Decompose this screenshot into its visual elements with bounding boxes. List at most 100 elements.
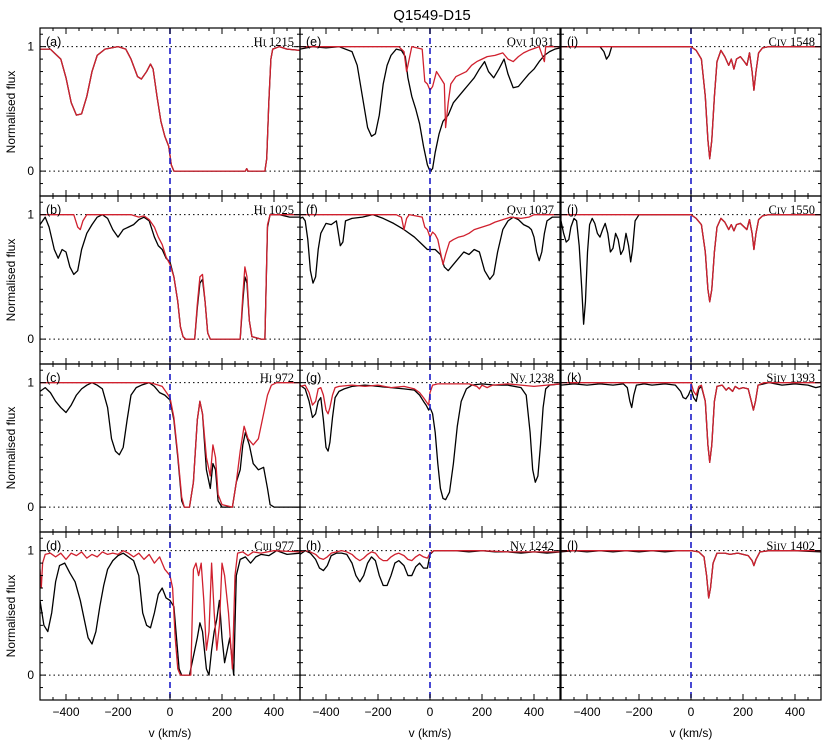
ion-element: N — [510, 371, 519, 385]
y-axis-label: Normalised flux — [4, 71, 18, 154]
x-tick-label: 400 — [264, 705, 284, 719]
model-spectrum — [561, 382, 821, 463]
model-spectrum — [40, 550, 300, 676]
ion-stage: VI — [516, 39, 526, 49]
ion-label: CIV 1548 — [769, 35, 816, 49]
model-spectrum — [561, 550, 821, 599]
ion-wavelength: 1031 — [526, 35, 554, 49]
ion-element: H — [254, 35, 263, 49]
ion-wavelength: 1393 — [787, 371, 815, 385]
x-tick-label: 400 — [524, 705, 544, 719]
ion-label: CIII 977 — [254, 539, 294, 553]
panel-label: (b) — [46, 203, 61, 217]
ion-label: NV 1238 — [510, 371, 554, 385]
ion-element: C — [769, 203, 777, 217]
ion-label: SiIV 1393 — [766, 371, 815, 385]
x-axis-label: v (km/s) — [670, 726, 713, 740]
ion-element: Si — [766, 371, 777, 385]
ion-stage: VI — [516, 207, 526, 217]
x-tick-label: −400 — [312, 705, 339, 719]
x-tick-label: 200 — [472, 705, 492, 719]
ion-label: SiIV 1402 — [766, 539, 815, 553]
panel-label: (k) — [567, 371, 582, 385]
panel: (k) SiIV 1393 — [560, 363, 822, 533]
ion-label: CIV 1550 — [769, 203, 816, 217]
ion-wavelength: 1238 — [526, 371, 554, 385]
x-axis-titles: v (km/s) v (km/s) v (km/s) — [149, 726, 713, 740]
model-spectrum — [561, 46, 821, 160]
panel: 0 1 (a) HI 1215 — [27, 27, 301, 197]
panel: (j) CIV 1550 — [560, 195, 822, 365]
ion-element: H — [254, 203, 263, 217]
model-spectrum — [561, 214, 821, 303]
ion-wavelength: 972 — [272, 371, 294, 385]
x-tick-label: −200 — [364, 705, 391, 719]
ion-stage: I — [263, 207, 266, 217]
ion-wavelength: 1025 — [266, 203, 294, 217]
model-spectrum — [300, 214, 560, 266]
ion-wavelength: 1242 — [526, 539, 554, 553]
y-tick-label: 1 — [27, 208, 34, 222]
observed-spectrum — [300, 383, 560, 501]
y-axis-label: Normalised flux — [4, 407, 18, 490]
x-tick-label: 200 — [733, 705, 753, 719]
ion-stage: V — [519, 543, 526, 553]
ion-label: NV 1242 — [510, 539, 554, 553]
ion-stage: I — [263, 39, 266, 49]
x-axis-label: v (km/s) — [149, 726, 192, 740]
panel-label: (a) — [46, 35, 61, 49]
ion-wavelength: 1550 — [787, 203, 815, 217]
y-axis-titles: Normalised flux Normalised flux Normalised… — [4, 71, 18, 658]
panel: 0 1 −400 −200 0 200 400 (d) CIII 977 — [27, 531, 301, 719]
panel-label: (f) — [306, 203, 318, 217]
panel: −400 −200 0 200 400 (h) NV 1242 — [299, 531, 561, 719]
x-tick-label: 0 — [427, 705, 434, 719]
observed-spectrum — [40, 550, 300, 676]
panel: (g) NV 1238 — [299, 363, 561, 533]
figure-title: Q1549-D15 — [393, 7, 471, 24]
y-axis-label: Normalised flux — [4, 575, 18, 658]
y-tick-label: 1 — [27, 544, 34, 558]
ion-label: OVI 1031 — [507, 35, 554, 49]
ion-label: HI 1025 — [254, 203, 294, 217]
x-tick-label: −400 — [573, 705, 600, 719]
ion-label: HI 972 — [260, 371, 294, 385]
panel-label: (c) — [46, 371, 61, 385]
ion-wavelength: 1215 — [266, 35, 294, 49]
ion-stage: IV — [777, 543, 787, 553]
model-spectrum — [300, 46, 560, 129]
model-spectrum — [40, 214, 300, 340]
panel: −400 −200 0 200 400 (l) SiIV 1402 — [560, 531, 822, 719]
y-tick-label: 1 — [27, 40, 34, 54]
ion-wavelength: 1037 — [526, 203, 554, 217]
ion-label: HI 1215 — [254, 35, 294, 49]
y-tick-label: 1 — [27, 376, 34, 390]
ion-wavelength: 977 — [272, 539, 294, 553]
panel-label: (j) — [567, 203, 578, 217]
panel-label: (h) — [306, 539, 321, 553]
x-tick-label: 0 — [688, 705, 695, 719]
panel-label: (e) — [306, 35, 321, 49]
x-tick-label: 200 — [212, 705, 232, 719]
panel: (i) CIV 1548 — [560, 27, 822, 197]
panel-label: (l) — [567, 539, 578, 553]
x-tick-label: −200 — [104, 705, 131, 719]
x-tick-label: −200 — [625, 705, 652, 719]
y-tick-label: 0 — [27, 164, 34, 178]
ion-element: O — [507, 35, 516, 49]
model-spectrum — [40, 46, 300, 172]
ion-stage: V — [519, 375, 526, 385]
x-tick-label: 0 — [167, 705, 174, 719]
ion-element: C — [254, 539, 262, 553]
panel-label: (i) — [567, 35, 578, 49]
ion-element: C — [769, 35, 777, 49]
ion-label: OVI 1037 — [507, 203, 554, 217]
ion-stage: III — [263, 543, 273, 553]
ion-stage: IV — [777, 39, 787, 49]
ion-wavelength: 1548 — [787, 35, 815, 49]
panel: (f) OVI 1037 — [299, 195, 561, 365]
y-axis-label: Normalised flux — [4, 239, 18, 322]
